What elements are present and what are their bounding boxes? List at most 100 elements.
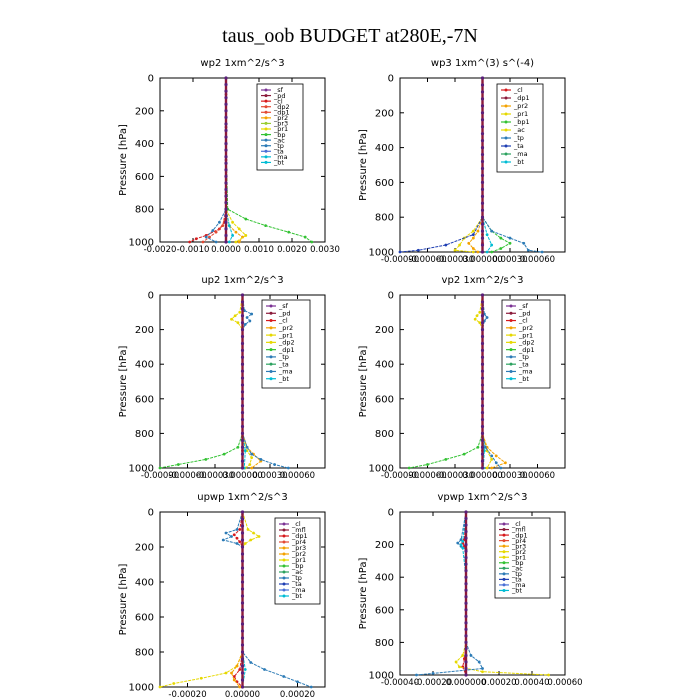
- zero-profile-marker: [240, 608, 245, 612]
- legend-entry: _ta: [513, 142, 524, 150]
- data-point-pr1: [547, 673, 550, 677]
- y-tick-label: 400: [375, 360, 394, 371]
- zero-profile-marker: [224, 227, 228, 231]
- data-point-pr1: [233, 314, 237, 318]
- legend-entry: _sf: [278, 302, 289, 310]
- y-axis-label: Pressure [hPa]: [358, 346, 369, 418]
- legend-entry: _mfl: [291, 526, 306, 534]
- data-point-bt: [461, 539, 465, 543]
- x-tick-label: 0.00030: [252, 471, 287, 481]
- legend-box: [261, 299, 311, 389]
- x-tick-label: 0.00060: [547, 678, 582, 688]
- legend-box: [256, 83, 304, 171]
- legend-marker: [269, 355, 273, 359]
- data-point-cl: [194, 237, 198, 241]
- x-tick-label: -0.00020: [168, 690, 206, 700]
- series-line-dp1: [409, 295, 483, 469]
- data-point-bt: [490, 243, 494, 247]
- data-point-pr2: [234, 230, 238, 234]
- data-point-tp: [211, 229, 215, 232]
- legend-marker: [264, 105, 268, 109]
- x-tick-label: 0.00060: [520, 471, 555, 481]
- legend-entry: _ta: [291, 580, 302, 588]
- data-point-tp: [469, 654, 473, 657]
- zero-profile-marker: [224, 194, 228, 198]
- x-tick-label: -0.00090: [381, 471, 419, 481]
- data-point-pr1: [471, 229, 475, 233]
- series-line-tp: [482, 294, 502, 469]
- data-point-pr2: [494, 454, 498, 458]
- zero-profile-marker: [480, 166, 485, 171]
- legend: _sf_pd_cl_pr2_pr1_dp2_dp1_tp_ta_ma_bt: [501, 299, 551, 389]
- legend-marker: [269, 377, 273, 381]
- legend-entry: _ta: [511, 576, 522, 584]
- legend-entry: _pr3: [291, 544, 306, 552]
- legend-marker: [269, 311, 273, 315]
- y-tick-label: 600: [375, 178, 394, 189]
- data-point-pr2: [250, 466, 254, 470]
- data-point-bt: [461, 546, 465, 550]
- zero-profile-marker: [480, 76, 485, 80]
- zero-profile-marker: [480, 152, 485, 157]
- data-point-tp: [522, 241, 526, 245]
- legend-marker: [264, 160, 268, 164]
- data-point-dp1: [222, 452, 226, 456]
- data-point-tp: [296, 680, 299, 684]
- legend-marker: [269, 348, 273, 352]
- legend-entry: _ac: [513, 126, 525, 134]
- data-point-pr1: [475, 314, 479, 318]
- data-point-tp: [540, 250, 544, 254]
- zero-profile-marker: [240, 466, 245, 470]
- zero-profile-marker: [480, 187, 485, 191]
- zero-profile-marker: [480, 459, 485, 463]
- data-point-pr1: [199, 676, 203, 680]
- x-tick-label: 0.00020: [280, 690, 315, 700]
- data-point-pr2: [235, 664, 239, 668]
- panels-group: wp2 1xm^2/s^3 Pressure [hPa] 0 200 400 600 800…: [118, 58, 583, 700]
- x-tick-label: 0.00020: [481, 678, 516, 688]
- zero-profile-marker: [224, 174, 228, 178]
- x-tick-label: 0.000000: [462, 471, 503, 481]
- legend-marker: [282, 546, 286, 550]
- data-point-pr1: [478, 321, 482, 325]
- legend-marker: [282, 534, 286, 538]
- data-point-tp: [273, 463, 276, 466]
- legend-marker: [504, 112, 508, 116]
- zero-profile-marker: [480, 250, 485, 254]
- legend-marker: [502, 528, 506, 532]
- legend-entry: _pr2: [273, 114, 288, 122]
- zero-profile-marker: [464, 575, 468, 579]
- chart-title: upwp 1xm^2/s^3: [197, 492, 287, 503]
- zero-profile-marker: [240, 580, 245, 584]
- zero-profile-marker: [464, 653, 468, 658]
- zero-profile-marker: [480, 159, 485, 164]
- zero-profile-marker: [464, 556, 468, 560]
- zero-profile-marker: [224, 155, 228, 159]
- legend-entry: _pr1: [511, 553, 526, 561]
- y-tick-label: 0: [148, 291, 154, 302]
- zero-profile-marker: [224, 96, 228, 100]
- zero-profile-marker: [240, 629, 245, 633]
- data-point-dp1: [238, 668, 242, 671]
- legend-marker: [502, 544, 506, 548]
- series-line-cl: [189, 78, 227, 243]
- legend-entry: _pr2: [511, 548, 526, 556]
- legend-entry: _pd: [518, 309, 531, 317]
- chart-title: up2 1xm^2/s^3: [201, 275, 283, 286]
- legend-marker: [502, 550, 506, 554]
- data-point-dp1: [232, 533, 236, 537]
- y-tick-label: 0: [388, 74, 394, 85]
- zero-profile-marker: [480, 424, 485, 429]
- x-tick-label: 0.000000: [222, 471, 263, 481]
- data-point-tp: [214, 240, 218, 244]
- zero-profile-marker: [480, 139, 485, 143]
- zero-profile-marker: [240, 664, 245, 668]
- data-point-pr1: [458, 665, 461, 669]
- series-line-pr1: [474, 294, 493, 469]
- legend-marker: [264, 155, 268, 159]
- data-point-dp1: [476, 445, 480, 449]
- legend-entry: _bp: [291, 562, 304, 570]
- data-point-tp: [245, 445, 249, 449]
- legend-marker: [264, 88, 268, 92]
- y-tick-label: 800: [375, 429, 394, 440]
